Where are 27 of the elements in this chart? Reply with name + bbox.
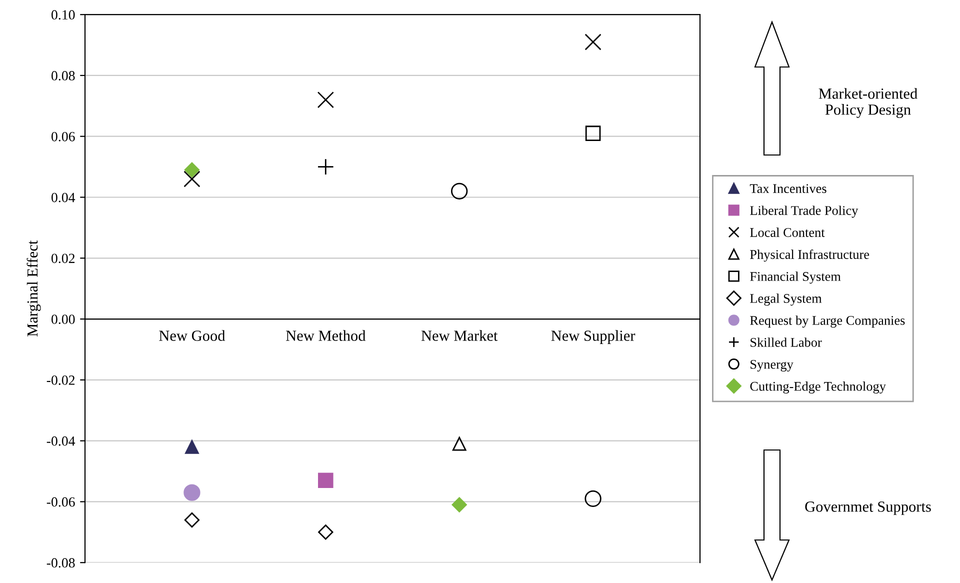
text: Market-oriented Policy Design [818, 88, 918, 118]
legend-label: Skilled Labor [750, 338, 822, 347]
legend-label: Local Content [750, 228, 825, 237]
legend-label: Tax Incentives [750, 184, 826, 194]
legend-label: Cutting-Edge Technology [750, 382, 886, 394]
text: Governmet Supports [805, 502, 931, 515]
y-tick-label: -0.04 [46, 436, 76, 446]
y-tick-label: -0.02 [46, 376, 75, 385]
y-tick-label: 0.08 [52, 71, 75, 80]
y-axis-title: Marginal Effect [26, 240, 41, 336]
x-tick-label: New Supplier [551, 330, 636, 344]
y-tick-label: 0.00 [52, 314, 75, 324]
legend-label: Legal System [750, 294, 822, 306]
y-tick-label: -0.08 [46, 558, 75, 568]
legend-label: Request by Large Companies [750, 316, 905, 328]
legend-label: Financial System [750, 272, 841, 284]
y-tick-label: -0.06 [46, 497, 75, 507]
x-tick-label: New Method [286, 330, 366, 341]
legend-label: Synergy [750, 360, 794, 372]
x-tick-label: New Market [421, 330, 498, 341]
y-tick-label: 0.04 [52, 192, 76, 202]
x-tick-label: New Good [159, 330, 226, 341]
legend-label: Liberal Trade Policy [750, 206, 858, 218]
y-tick-label: 0.10 [52, 10, 75, 20]
legend-label: Physical Infrastructure [750, 250, 870, 262]
y-tick-label: 0.02 [52, 254, 75, 264]
y-tick-label: 0.06 [52, 132, 75, 142]
